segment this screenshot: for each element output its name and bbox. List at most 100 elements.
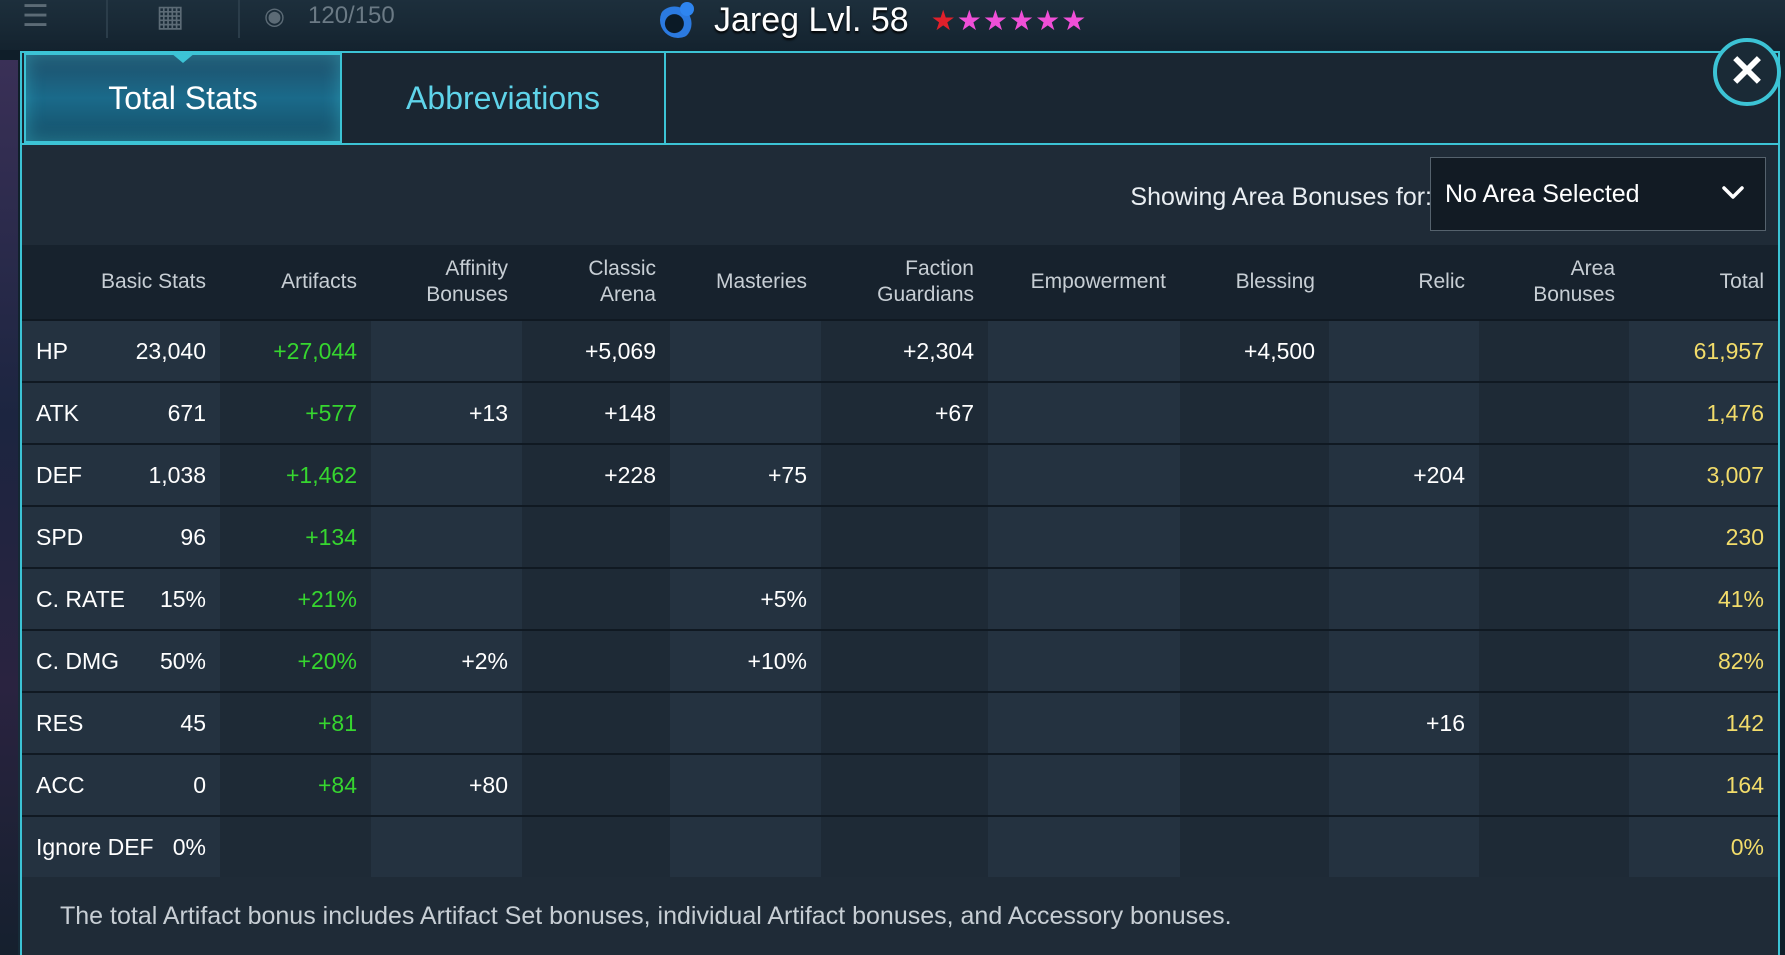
affinity-cell (371, 319, 522, 382)
footnote: The total Artifact bonus includes Artifa… (60, 902, 1232, 930)
relic-cell (1329, 753, 1479, 816)
basic-stat-cell: HP 23,040 (22, 319, 220, 382)
faction-cell (821, 691, 988, 754)
artifacts-cell: +1,462 (220, 443, 371, 506)
area-cell (1479, 319, 1629, 382)
masteries-cell (670, 815, 821, 877)
area-dropdown[interactable]: No Area Selected (1430, 157, 1766, 231)
affinity-cell: +13 (371, 381, 522, 444)
arena-cell: +148 (522, 381, 670, 444)
stats-table: Basic Stats Artifacts Affinity Bonuses Cl… (22, 245, 1778, 877)
relic-cell (1329, 319, 1479, 382)
blessing-cell (1180, 381, 1329, 444)
blessing-cell (1180, 443, 1329, 506)
faction-cell (821, 753, 988, 816)
basic-stat-value: 50% (159, 647, 206, 674)
relic-cell (1329, 567, 1479, 630)
masteries-cell (670, 381, 821, 444)
affinity-cell: +2% (371, 629, 522, 692)
affinity-cell: +80 (371, 753, 522, 816)
close-icon: ✕ (1728, 47, 1766, 96)
basic-stat-cell: ACC 0 (22, 753, 220, 816)
divider (238, 0, 240, 38)
empowerment-cell (988, 753, 1180, 816)
basic-stat-value: 45 (180, 709, 206, 736)
columns-icon[interactable]: ☰ (22, 0, 49, 33)
area-cell (1479, 505, 1629, 568)
grid-icon[interactable]: ▦ (156, 0, 185, 33)
artifacts-cell: +134 (220, 505, 371, 568)
basic-stat-cell: RES 45 (22, 691, 220, 754)
affinity-cell (371, 815, 522, 877)
header-affinity-bonuses: Affinity Bonuses (371, 245, 522, 320)
total-cell: 61,957 (1629, 319, 1778, 382)
basic-stat-cell: C. RATE 15% (22, 567, 220, 630)
blessing-cell (1180, 691, 1329, 754)
helmet-icon: ◉ (264, 3, 285, 30)
masteries-cell: +5% (670, 567, 821, 630)
stat-name: ACC (36, 771, 85, 798)
blessing-cell: +4,500 (1180, 319, 1329, 382)
tab-total-stats[interactable]: Total Stats (24, 53, 342, 143)
area-cell (1479, 567, 1629, 630)
stat-name: Ignore DEF (36, 833, 154, 860)
area-dropdown-value: No Area Selected (1445, 179, 1640, 208)
tab-abbreviations[interactable]: Abbreviations (342, 53, 666, 143)
background-hero-list (0, 60, 18, 955)
stat-name: C. RATE (36, 585, 126, 612)
area-filter-label: Showing Area Bonuses for: (1130, 183, 1432, 211)
basic-stat-value: 0% (172, 833, 206, 860)
basic-stat-value: 15% (159, 585, 206, 612)
header-masteries: Masteries (670, 245, 821, 320)
star-icon: ★ (930, 4, 957, 36)
arena-cell: +228 (522, 443, 670, 506)
affinity-icon (660, 2, 696, 38)
empowerment-cell (988, 381, 1180, 444)
area-cell (1479, 381, 1629, 444)
faction-cell: +2,304 (821, 319, 988, 382)
star-icon: ★ (1009, 4, 1036, 36)
relic-cell: +204 (1329, 443, 1479, 506)
area-cell (1479, 443, 1629, 506)
stat-name: ATK (36, 399, 80, 426)
relic-cell: +16 (1329, 691, 1479, 754)
hero-name: Jareg Lvl. 58 (714, 0, 909, 39)
masteries-cell: +75 (670, 443, 821, 506)
arena-cell (522, 567, 670, 630)
table-row: DEF 1,038 +1,462 +228 +75 +204 3,007 (22, 443, 1778, 506)
faction-cell (821, 629, 988, 692)
area-cell (1479, 815, 1629, 877)
faction-cell (821, 505, 988, 568)
total-cell: 0% (1629, 815, 1778, 877)
area-cell (1479, 753, 1629, 816)
basic-stat-value: 96 (180, 523, 206, 550)
blessing-cell (1180, 815, 1329, 877)
blessing-cell (1180, 753, 1329, 816)
faction-cell (821, 815, 988, 877)
hero-count: 120/150 (308, 2, 395, 29)
header-blessing: Blessing (1180, 245, 1329, 320)
arena-cell: +5,069 (522, 319, 670, 382)
total-cell: 3,007 (1629, 443, 1778, 506)
arena-cell (522, 753, 670, 816)
tab-label: Total Stats (108, 79, 258, 116)
blessing-cell (1180, 505, 1329, 568)
stat-name: HP (36, 337, 68, 364)
basic-stat-value: 671 (167, 399, 206, 426)
basic-stat-value: 1,038 (148, 461, 206, 488)
faction-cell (821, 567, 988, 630)
star-icon: ★ (1061, 4, 1088, 36)
basic-stat-cell: SPD 96 (22, 505, 220, 568)
basic-stat-value: 0 (193, 771, 206, 798)
basic-stat-cell: C. DMG 50% (22, 629, 220, 692)
table-row: ATK 671 +577 +13 +148 +67 1,476 (22, 381, 1778, 444)
empowerment-cell (988, 319, 1180, 382)
masteries-cell (670, 319, 821, 382)
active-tab-indicator (171, 53, 195, 63)
star-rating: ★★★★★★ (931, 4, 1088, 37)
header-classic-arena: Classic Arena (522, 245, 670, 320)
affinity-cell (371, 691, 522, 754)
close-button[interactable]: ✕ (1713, 38, 1781, 106)
table-header-row: Basic Stats Artifacts Affinity Bonuses Cl… (22, 245, 1778, 320)
relic-cell (1329, 815, 1479, 877)
